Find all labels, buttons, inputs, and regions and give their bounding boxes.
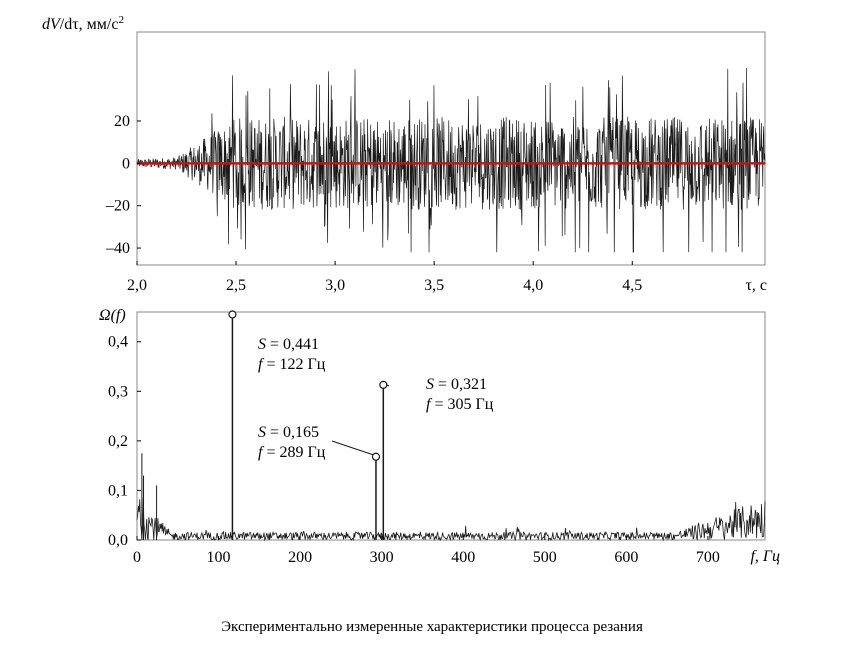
- bottom-x-axis-label: f, Гц: [750, 548, 780, 565]
- top-x-tick-label: 2,0: [127, 277, 147, 294]
- top-x-tick-label: 4,5: [622, 277, 642, 294]
- peak-s-label: S = 0,321: [426, 376, 487, 393]
- peak-s-symbol: S: [258, 424, 266, 441]
- bottom-x-tick-label: 300: [370, 549, 394, 566]
- top-x-ticks: 2,0 2,5 3,0 3,5 4,0 4,5: [127, 261, 642, 294]
- bottom-x-tick-label: 0: [133, 549, 141, 566]
- peak-s-symbol: S: [258, 336, 266, 353]
- bottom-x-tick-label: 700: [696, 549, 720, 566]
- bottom-y-tick-label: 0,2: [108, 433, 128, 450]
- top-y-tick-label: 20: [114, 113, 130, 130]
- bottom-y-tick-label: 0,3: [108, 383, 128, 400]
- peak-f-symbol: f: [426, 396, 433, 413]
- bottom-x-tick-label: 500: [533, 549, 557, 566]
- peak-f-symbol: f: [258, 444, 265, 461]
- top-y-tick-label: 0: [122, 155, 130, 172]
- bottom-plot-frame: [136, 311, 766, 541]
- top-plot-frame: [136, 31, 766, 266]
- bottom-y-tick-label: 0,1: [108, 482, 128, 499]
- peak-s-value: = 0,321: [434, 376, 487, 393]
- top-x-tick-label: 2,5: [226, 277, 246, 294]
- peak-s-label: S = 0,441: [258, 336, 319, 353]
- top-x-axis-label: τ, с: [745, 277, 767, 294]
- top-y-tick-label: –40: [105, 240, 130, 257]
- peak-f-symbol: f: [258, 356, 265, 373]
- top-y-ticks: 20 0 –20 –40: [105, 113, 141, 257]
- spectrum-peak-marker: [379, 380, 388, 389]
- spectrum-trace: [136, 497, 766, 542]
- bottom-x-tick-label: 200: [288, 549, 312, 566]
- bottom-x-ticks: 0 100 200 300 400 500 600 700: [133, 536, 720, 566]
- bottom-x-axis-label-text: f, Гц: [750, 548, 780, 565]
- spectrum-peak-marker: [228, 310, 237, 319]
- velocity-derivative-signal: [136, 68, 766, 253]
- peak-f-label: f = 289 Гц: [258, 444, 326, 461]
- bottom-x-tick-label: 400: [451, 549, 475, 566]
- peak-leader-line: [386, 384, 390, 387]
- figure-caption: Экспериментально измеренные характеристи…: [221, 619, 643, 635]
- peak-f-label: f = 122 Гц: [258, 356, 326, 373]
- bottom-y-tick-label: 0,0: [108, 532, 128, 549]
- top-y-tick-label: –20: [105, 198, 130, 215]
- bottom-y-ticks: 0,0 0,1 0,2 0,3 0,4: [108, 334, 141, 549]
- velocity-derivative-chart: 2,0 2,5 3,0 3,5 4,0 4,5 20 0 –20 –40 dV/dτ, мм/с…: [42, 14, 767, 294]
- peak-leader-line: [331, 440, 374, 456]
- top-x-tick-label: 3,5: [424, 277, 444, 294]
- peak-s-symbol: S: [426, 376, 434, 393]
- peak-f-value: = 122 Гц: [262, 356, 325, 373]
- peak-f-value: = 289 Гц: [262, 444, 325, 461]
- peak-s-value: = 0,165: [266, 424, 319, 441]
- peak-f-label: f = 305 Гц: [426, 396, 494, 413]
- spectrum-peak-marker: [371, 452, 381, 461]
- figure: 2,0 2,5 3,0 3,5 4,0 4,5 200–20–40 dV/dτ, мм/с…: [42, 14, 780, 566]
- top-y-axis-label: dV/dτ, мм/с2: [42, 14, 124, 33]
- bottom-x-tick-label: 100: [207, 549, 231, 566]
- bottom-y-tick-label: 0,4: [108, 334, 128, 351]
- bottom-x-tick-label: 600: [614, 549, 638, 566]
- peak-f-value: = 305 Гц: [430, 396, 493, 413]
- top-x-tick-label: 3,0: [325, 277, 345, 294]
- signal-trace: [136, 68, 766, 253]
- top-x-tick-label: 4,0: [523, 277, 543, 294]
- bottom-y-axis-label: Ω(f): [99, 307, 126, 324]
- spectrum-noise-floor: [136, 453, 766, 542]
- peak-s-value: = 0,441: [266, 336, 319, 353]
- peak-s-label: S = 0,165: [258, 424, 319, 441]
